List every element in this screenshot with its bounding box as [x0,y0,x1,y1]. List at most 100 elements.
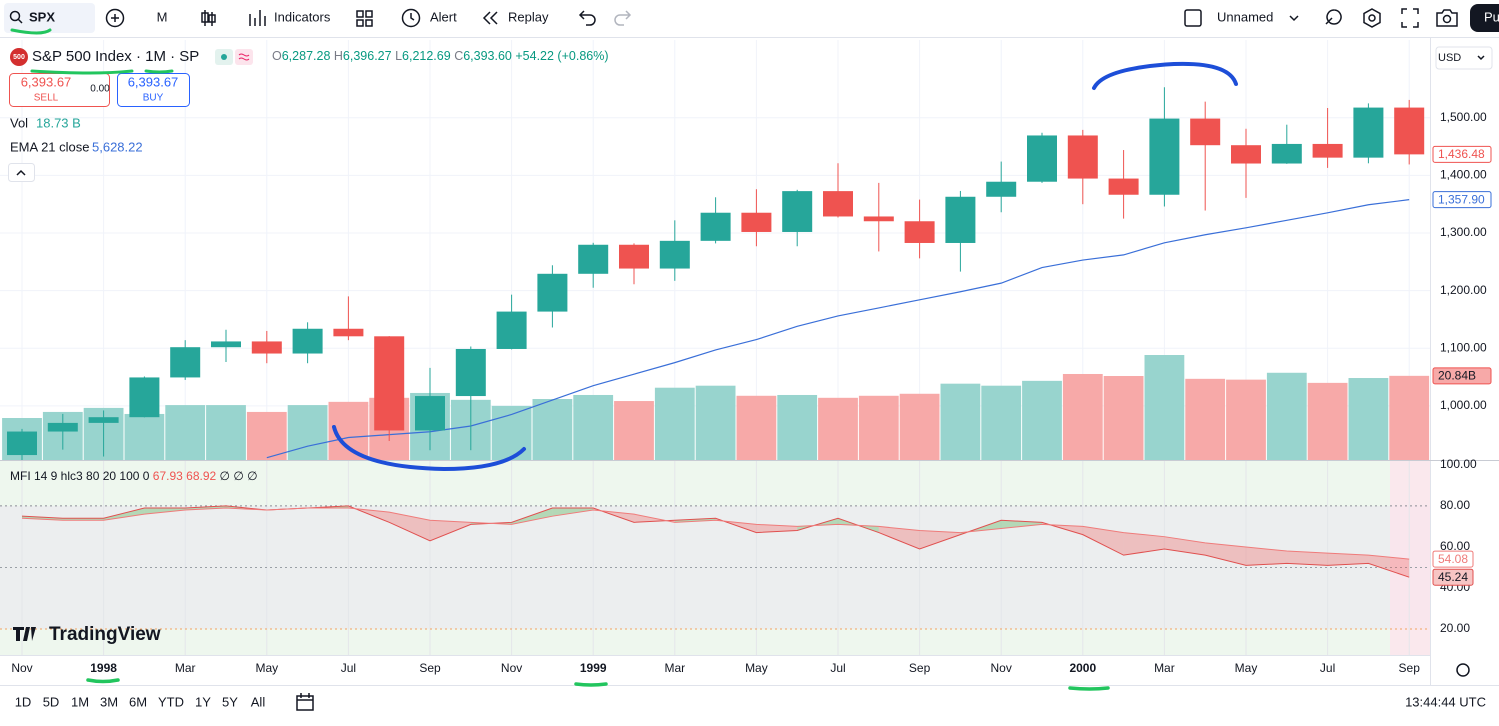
y-tick-label: 100.00 [1440,457,1477,471]
date-range-button[interactable] [296,693,314,711]
layout-chevron[interactable] [1289,15,1299,22]
buy-button[interactable] [117,73,190,107]
volume-bar [940,383,981,460]
volume-bar [532,399,573,460]
volume-bar [1144,355,1185,460]
x-tick-label: Nov [991,661,1012,675]
redo-button[interactable] [614,10,632,26]
x-tick-label: Jul [1320,661,1335,675]
annotation-underline [86,678,1110,691]
compare-button[interactable] [105,8,125,28]
buy-label[interactable]: BUY [143,93,164,104]
mfi-last-box [1432,568,1474,586]
sell-price[interactable]: 6,393.67 [21,74,72,89]
range-button[interactable]: All [251,694,266,709]
volume-bar [695,385,736,460]
undo-button[interactable] [578,10,596,26]
sell-label[interactable]: SELL [34,93,59,104]
ohlc-key: H [334,49,343,63]
watermark: TradingView [49,624,161,645]
candle-body [129,377,160,418]
mfi-fill [185,505,226,511]
last-price-label-box [1432,145,1492,163]
range-button[interactable]: YTD [158,694,184,709]
fullscreen-button[interactable] [1401,8,1419,28]
candle-body [945,196,976,243]
range-button[interactable]: 5D [43,694,60,709]
data-status-icon [238,53,250,61]
buy-price[interactable]: 6,393.67 [128,74,179,89]
x-tick-label: Jul [341,661,356,675]
interval-button[interactable]: M [157,9,168,24]
range-button[interactable]: 3M [100,694,118,709]
ohlc-key: C [454,49,463,63]
layout-checkbox[interactable] [1184,9,1202,27]
publish-button[interactable] [1470,4,1499,32]
candle-body [7,431,37,456]
ohlc-value: 6,393.60 [463,49,512,63]
chart-type-button[interactable] [201,10,216,26]
ema-label: EMA 21 close [10,139,90,154]
snapshot-button[interactable] [1436,9,1458,27]
ema-label-box [1432,191,1492,209]
x-tick-label: Sep [909,661,931,675]
ohlc-change: +54.22 (+0.86%) [515,49,608,63]
x-tick-label: 2000 [1069,661,1096,675]
volume-bar [858,395,899,460]
vol-label: Vol [10,115,28,130]
data-status[interactable] [235,49,253,65]
quick-search[interactable] [1325,9,1342,25]
mfi-fill [1286,551,1328,566]
settings-icon [1368,14,1376,22]
y-tick-label: 1,300.00 [1440,225,1487,239]
candle-body [1067,135,1098,179]
range-button[interactable]: 1D [15,694,32,709]
symbol-search[interactable] [4,3,95,33]
ohlc-value: 6,396.27 [343,49,392,63]
alert-button[interactable]: Alert [430,9,457,24]
candle-body [782,191,813,232]
volume-bar [899,393,940,460]
mfi-title: MFI 14 9 hlc3 80 20 100 0 67.93 68.92 ∅ … [10,469,258,483]
candle-body [455,348,486,397]
ohlc-key: O [272,49,282,63]
mfi-fill [1123,532,1165,556]
replay-button[interactable]: Replay [508,9,549,24]
mfi-last-label: 45.24 [1438,570,1468,584]
settings-button[interactable] [1363,8,1381,28]
y-tick-label: 1,400.00 [1440,168,1487,182]
volume-bar [614,401,654,460]
range-button[interactable]: 5Y [222,694,238,709]
range-button[interactable]: 6M [129,694,147,709]
volume-label: 20.84B [1438,369,1476,383]
indicators-button[interactable]: Indicators [274,9,331,24]
candle-body [1027,135,1057,182]
x-tick-label: Jul [830,661,845,675]
plot-layer: Nov 1998 Mar May Jul Sep Nov 1999 Mar May Jul Sep No… [0,40,1492,675]
layout-name[interactable]: Unnamed [1217,9,1273,24]
axis-settings[interactable] [1456,663,1470,677]
annotation-underline [10,28,52,35]
mfi-fill [878,526,920,549]
x-tick-label: Sep [1399,661,1421,675]
templates-button[interactable] [356,10,373,27]
mfi-extra: ∅ ∅ ∅ [220,469,258,483]
candle-body [904,221,935,243]
mfi-readout: 68.92 [186,469,216,483]
candle-body [823,191,853,217]
mfi-fill [1205,542,1246,566]
chart-title: S&P 500 Index · 1M · SP [32,48,199,65]
y-tick-label: 1,000.00 [1440,398,1487,412]
publish-label[interactable]: Pu [1484,9,1499,24]
mfi-last-label: 54.08 [1438,552,1468,566]
x-tick-label: May [255,661,278,675]
range-button[interactable]: 1M [71,694,89,709]
y-tick-label: 60.00 [1440,539,1470,553]
candle-body [292,328,323,354]
range-button[interactable]: 1Y [195,694,211,709]
symbol[interactable]: SPX [29,9,55,24]
volume-bar [1348,378,1389,460]
currency[interactable]: USD [1438,52,1461,64]
currency-button[interactable] [1435,46,1493,70]
market-status-dot [221,54,227,60]
